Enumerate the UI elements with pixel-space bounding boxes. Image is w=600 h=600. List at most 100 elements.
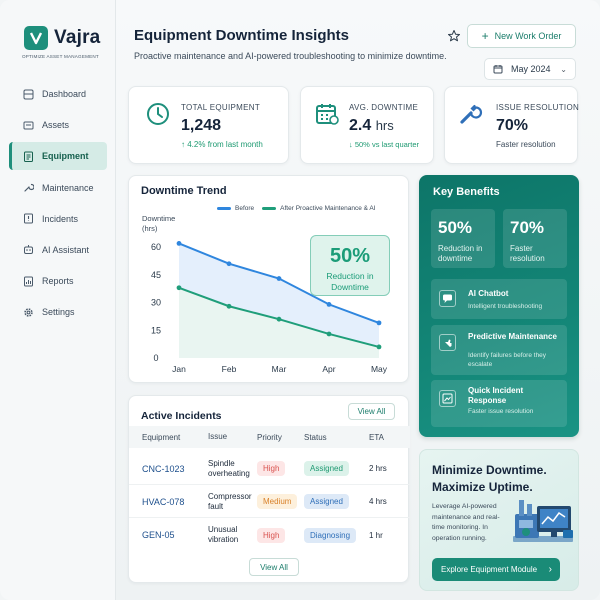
sidebar-item-label: Incidents [42,213,79,224]
stat-card-avg-downtime: AVG. DOWNTIME 2.4 hrs ↓ 50% vs last quar… [300,86,434,164]
view-all-bottom-button[interactable]: View All [249,558,299,576]
brand-name: Vajra [54,27,101,48]
feature-desc: Faster issue resolution [468,408,534,415]
chart-title: Downtime Trend [141,185,227,197]
status-badge: Diagnosing [304,527,357,543]
brand-tagline: OPTIMIZE ASSET MANAGEMENT [22,54,99,59]
calendar-icon [493,65,503,74]
sidebar-item-maintenance[interactable]: Maintenance [9,174,107,202]
feature-ai-chatbot[interactable]: AI Chatbot Intelligent troubleshooting [431,279,567,319]
image-chart-icon [439,390,456,407]
arrow-up-icon: ↑ [181,140,185,149]
equipment-id[interactable]: CNC-1023 [142,463,185,474]
data-point [176,285,182,291]
chevron-right-icon: › [548,564,552,575]
stat-note: ↓ 50% vs last quarter [349,140,420,149]
column-header: Status [304,432,327,442]
sidebar-item-label: Dashboard [42,89,87,99]
sidebar-item-settings[interactable]: Settings [9,298,107,326]
table-row[interactable]: HVAC-078 Compressor fault Medium Assigne… [129,486,410,518]
sidebar-item-label: Reports [42,276,74,287]
data-point [376,344,382,350]
explore-button-label: Explore Equipment Module [441,565,538,574]
data-point [276,276,282,281]
x-tick-label: May [371,364,388,374]
data-point [376,320,382,326]
legend-swatch-before [217,207,231,210]
data-point [326,331,332,337]
month-selector[interactable]: May 2024 ⌄ [484,58,576,80]
priority-badge: High [257,527,286,543]
sidebar-item-dashboard[interactable]: Dashboard [9,80,107,108]
metric-label: Faster resolution [510,244,545,263]
new-work-order-label: New Work Order [494,31,562,41]
y-tick-label: 30 [151,298,161,308]
month-label: May 2024 [511,64,551,74]
logo[interactable]: Vajra [24,26,100,50]
sidebar-item-reports[interactable]: Reports [9,267,107,295]
y-tick-label: 0 [153,353,158,363]
data-point [226,261,232,267]
sidebar-item-label: Equipment [42,151,89,162]
feature-quick-incident-response[interactable]: Quick Incident Response Faster issue res… [431,380,567,427]
table-row[interactable]: CNC-1023 Spindle overheating High Assign… [129,453,410,485]
calendar-grid-icon [314,101,340,127]
stat-value: 1,248 [181,117,222,134]
sidebar-item-assets[interactable]: Assets [9,111,107,139]
issue-text: Unusual vibration [208,525,239,544]
promo-card: Minimize Downtime. Maximize Uptime. Leve… [419,449,579,591]
status-badge: Assigned [304,494,349,509]
eta-text: 4 hrs [369,497,387,506]
data-point [276,316,282,322]
column-header: Priority [257,432,282,442]
y-tick-label: 45 [151,270,161,280]
y-tick-label: 15 [151,325,161,335]
promo-description: Leverage AI-powered maintenance and real… [432,503,500,542]
status-badge: Assigned [304,461,349,476]
metric-value: 50% [438,218,473,237]
clipboard-icon [23,151,34,162]
priority-badge: High [257,461,286,476]
metric-value: 70% [510,218,545,237]
data-point [226,303,232,309]
column-header: Issue [208,432,228,441]
box-icon [23,120,34,131]
new-work-order-button[interactable]: + New Work Order [467,24,576,48]
issue-text: Spindle overheating [208,458,250,478]
equipment-id[interactable]: HVAC-078 [142,496,185,507]
explore-equipment-button[interactable]: Explore Equipment Module › [432,558,560,581]
view-all-incidents-button[interactable]: View All [348,403,395,420]
sidebar-item-label: AI Assistant [42,244,90,255]
sidebar-item-label: Assets [42,120,70,131]
hand-icon [439,334,456,351]
data-point [326,301,332,307]
legend-label-before: Before [235,205,255,212]
sidebar-item-label: Maintenance [42,182,94,193]
stat-label: TOTAL EQUIPMENT [181,103,261,112]
benefit-metric: 50% Reduction in downtime [431,209,495,268]
after-area [179,287,379,358]
downtime-trend-card: Downtime Trend Before After Proactive Ma… [128,175,409,383]
sidebar: Vajra OPTIMIZE ASSET MANAGEMENT Dashboar… [0,0,116,600]
equipment-id[interactable]: GEN-05 [142,530,175,540]
sidebar-nav: Dashboard Assets Equipment Maintenance I… [9,80,107,330]
feature-predictive-maintenance[interactable]: Predictive Maintenance Identify failures… [431,325,567,375]
stat-label: AVG. DOWNTIME [349,103,419,112]
sidebar-item-ai-assistant[interactable]: AI Assistant [9,236,107,264]
key-benefits-panel: Key Benefits 50% Reduction in downtime 7… [419,175,579,437]
stat-card-issue-resolution: ISSUE RESOLUTION 70% Faster resolution [444,86,579,164]
feature-title: Predictive Maintenance [468,332,557,341]
table-row[interactable]: GEN-05 Unusual vibration High Diagnosing… [129,519,410,551]
feature-desc: Identify failures before they escalate [468,352,547,368]
gear-icon [23,307,34,318]
incidents-table-header: Equipment Issue Priority Status ETA [129,426,410,448]
stat-note: Faster resolution [496,140,556,149]
sidebar-item-equipment[interactable]: Equipment [9,142,107,171]
legend-label-after: After Proactive Maintenance & AI [280,205,376,212]
sidebar-item-incidents[interactable]: Incidents [9,205,107,233]
stat-value: 2.4 hrs [349,117,394,134]
x-tick-label: Mar [272,364,287,374]
reduction-callout: 50% Reduction in Downtime [310,235,390,296]
star-icon[interactable] [446,28,462,44]
active-incidents-card: Active Incidents View All Equipment Issu… [128,395,410,583]
